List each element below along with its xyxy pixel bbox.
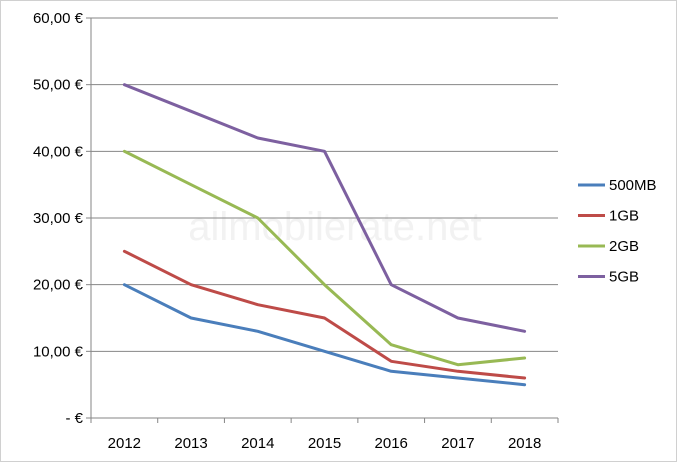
y-tick-label: 60,00 € — [33, 10, 84, 27]
legend-label: 500MB — [609, 177, 657, 194]
series-line-2gb — [122, 149, 527, 367]
x-tick-label: 2012 — [108, 435, 141, 452]
x-tick-label: 2016 — [375, 435, 408, 452]
watermark: allmobilerate.net — [188, 205, 482, 249]
series-line-1gb — [122, 249, 527, 380]
legend-label: 2GB — [609, 238, 639, 255]
y-tick-label: 50,00 € — [33, 77, 84, 94]
y-axis-ticks: - € 10,00 € 20,00 € 30,00 € 40,00 € 50,00 € 60… — [33, 10, 91, 427]
legend: 500MB 1GB 2GB 5GB — [578, 177, 657, 286]
series-line-500mb — [122, 283, 527, 387]
series-line-5gb — [122, 83, 527, 333]
x-axis-ticks: 2012 2013 2014 2015 2016 2017 2018 — [90, 418, 559, 452]
y-tick-label: 40,00 € — [33, 143, 84, 160]
series-lines — [122, 83, 527, 387]
gridlines — [91, 17, 558, 352]
y-tick-label: 20,00 € — [33, 277, 84, 294]
y-tick-label: 30,00 € — [33, 210, 84, 227]
x-tick-label: 2018 — [508, 435, 541, 452]
legend-label: 5GB — [609, 269, 639, 286]
x-tick-label: 2015 — [308, 435, 341, 452]
legend-label: 1GB — [609, 208, 639, 225]
x-tick-label: 2017 — [441, 435, 474, 452]
y-tick-label: 10,00 € — [33, 343, 84, 360]
y-tick-label: - € — [65, 410, 83, 427]
x-tick-label: 2013 — [174, 435, 207, 452]
x-tick-label: 2014 — [241, 435, 274, 452]
